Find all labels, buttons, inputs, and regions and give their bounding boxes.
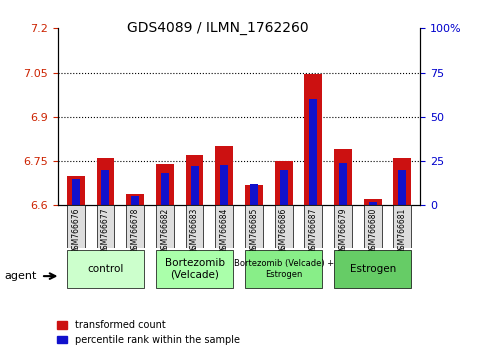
Text: GSM766676: GSM766676 — [71, 207, 80, 254]
Bar — [369, 202, 377, 205]
Text: GDS4089 / ILMN_1762260: GDS4089 / ILMN_1762260 — [127, 21, 308, 35]
Text: GSM766686: GSM766686 — [279, 207, 288, 254]
Bar — [67, 176, 85, 205]
FancyBboxPatch shape — [67, 250, 144, 288]
FancyBboxPatch shape — [394, 205, 412, 248]
Legend: transformed count, percentile rank within the sample: transformed count, percentile rank withi… — [53, 316, 243, 349]
Text: control: control — [87, 264, 124, 274]
FancyBboxPatch shape — [245, 205, 263, 248]
FancyBboxPatch shape — [334, 250, 412, 288]
Text: GSM766677: GSM766677 — [101, 207, 110, 254]
Bar — [72, 179, 80, 205]
Text: GSM766687: GSM766687 — [309, 207, 318, 254]
Bar — [245, 185, 263, 205]
Bar — [215, 146, 233, 205]
Bar — [131, 196, 139, 205]
FancyBboxPatch shape — [97, 205, 114, 248]
Bar — [309, 99, 317, 205]
Text: Bortezomib (Velcade) +
Estrogen: Bortezomib (Velcade) + Estrogen — [234, 259, 334, 279]
Bar — [156, 164, 174, 205]
Bar — [394, 158, 412, 205]
Text: GSM766679: GSM766679 — [339, 207, 347, 254]
Text: GSM766680: GSM766680 — [368, 207, 377, 254]
Text: GSM766682: GSM766682 — [160, 207, 170, 254]
FancyBboxPatch shape — [245, 250, 322, 288]
Text: GSM766678: GSM766678 — [131, 207, 140, 254]
FancyBboxPatch shape — [275, 205, 293, 248]
Text: GSM766685: GSM766685 — [249, 207, 258, 254]
FancyBboxPatch shape — [364, 205, 382, 248]
Bar — [126, 194, 144, 205]
Bar — [304, 74, 322, 205]
FancyBboxPatch shape — [185, 205, 203, 248]
Bar — [161, 173, 169, 205]
Bar — [339, 163, 347, 205]
FancyBboxPatch shape — [304, 205, 322, 248]
Bar — [280, 170, 288, 205]
FancyBboxPatch shape — [67, 205, 85, 248]
Bar — [398, 170, 406, 205]
Bar — [190, 166, 199, 205]
Text: Estrogen: Estrogen — [350, 264, 396, 274]
FancyBboxPatch shape — [156, 205, 174, 248]
Bar — [364, 199, 382, 205]
FancyBboxPatch shape — [126, 205, 144, 248]
Text: GSM766684: GSM766684 — [220, 207, 229, 254]
FancyBboxPatch shape — [156, 250, 233, 288]
Bar — [334, 149, 352, 205]
Bar — [275, 161, 293, 205]
Bar — [220, 165, 228, 205]
Text: agent: agent — [5, 271, 37, 281]
Bar — [185, 155, 203, 205]
Bar — [250, 184, 258, 205]
Text: GSM766683: GSM766683 — [190, 207, 199, 254]
Bar — [97, 158, 114, 205]
FancyBboxPatch shape — [215, 205, 233, 248]
Text: Bortezomib
(Velcade): Bortezomib (Velcade) — [165, 258, 225, 280]
Text: GSM766681: GSM766681 — [398, 207, 407, 254]
Bar — [101, 170, 110, 205]
FancyBboxPatch shape — [334, 205, 352, 248]
